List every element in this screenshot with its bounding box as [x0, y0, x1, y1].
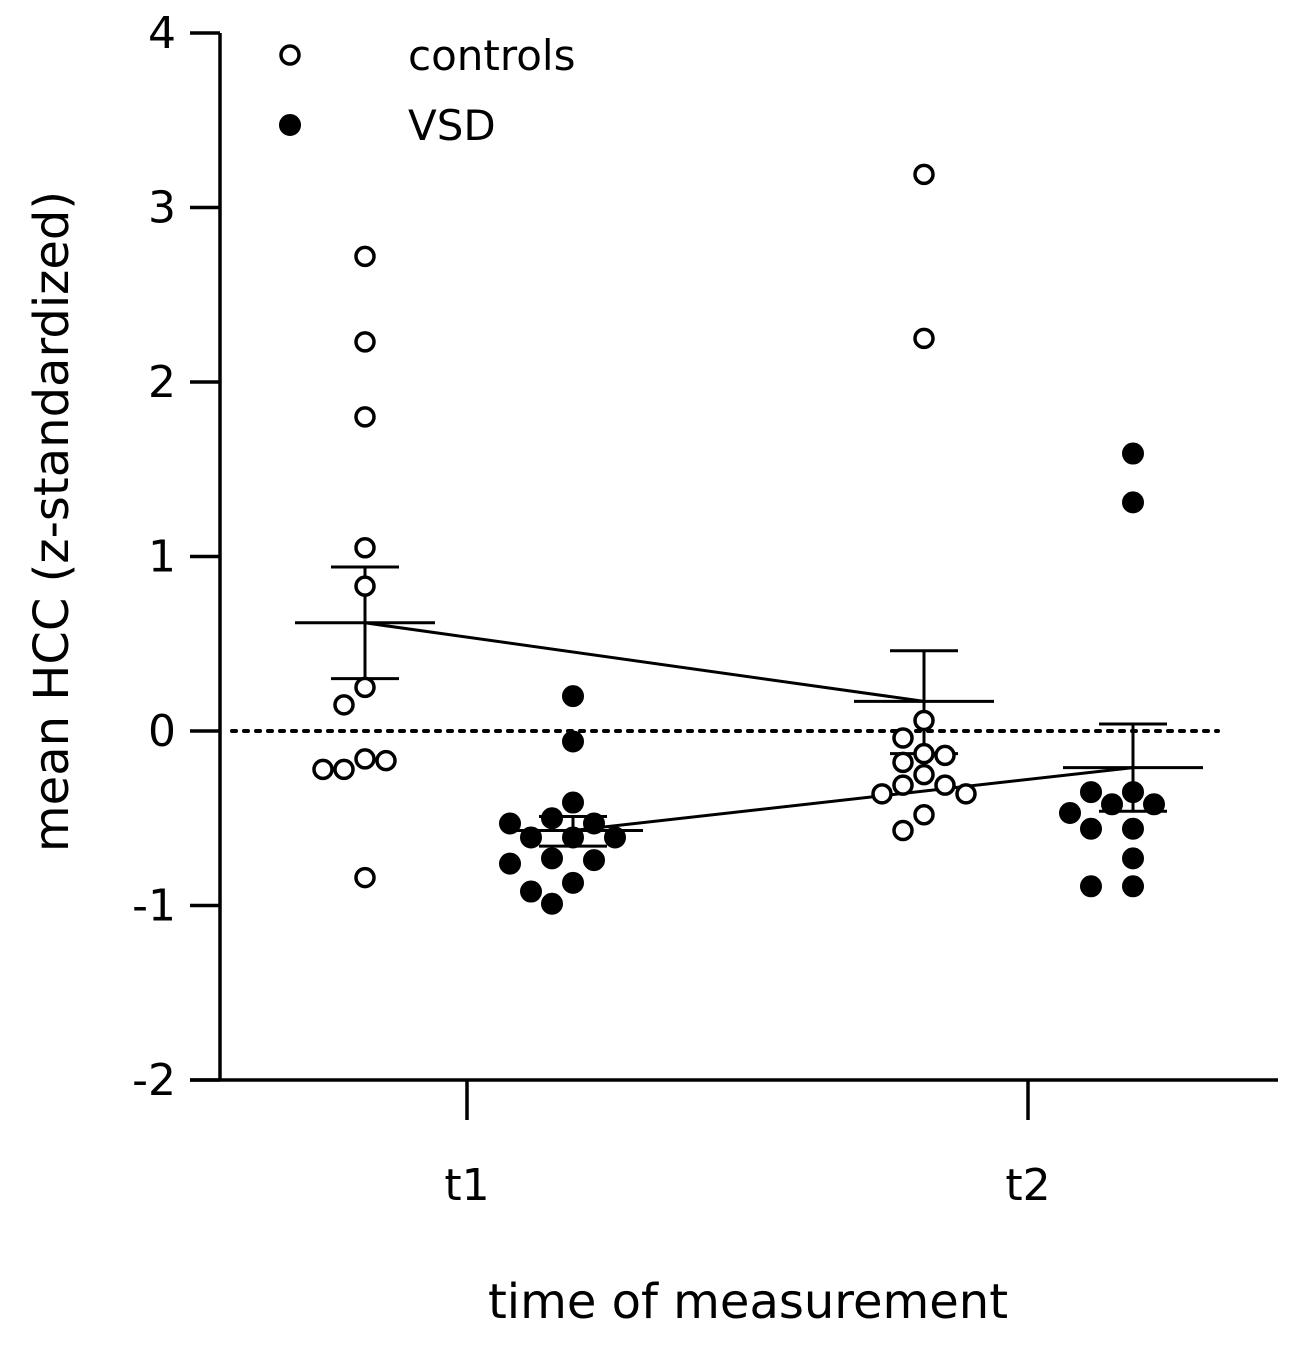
- controls-t2-point: [913, 742, 935, 765]
- controls-t2-point: [913, 804, 935, 826]
- vsd-t2-point: [1080, 781, 1102, 804]
- controls-t2-point: [913, 327, 935, 350]
- controls-t2-point: [934, 744, 956, 767]
- vsd-t1-point: [562, 685, 584, 708]
- legend-label-vsd: VSD: [408, 101, 496, 150]
- controls-t2-point: [892, 727, 914, 749]
- vsd-t2-point: [1059, 802, 1081, 825]
- vsd-t2-point: [1080, 875, 1102, 898]
- y-tick-label: 2: [148, 357, 176, 408]
- vsd-trend-line: [572, 766, 1134, 832]
- vsd-t1-point: [541, 807, 563, 830]
- legend: controls VSD: [279, 31, 575, 150]
- y-tick-label: -2: [132, 1055, 176, 1106]
- vsd-t2-point: [1122, 781, 1144, 804]
- vsd-t2-point: [1080, 817, 1102, 840]
- vsd-t1-point: [520, 880, 542, 903]
- controls-t1-point: [354, 245, 376, 268]
- vsd-t2-point: [1122, 875, 1144, 898]
- controls-t1-point: [354, 676, 376, 699]
- y-tick-label: 3: [148, 183, 176, 234]
- y-axis-title: mean HCC (z-standardized): [24, 191, 80, 852]
- controls-t1-point: [354, 748, 376, 770]
- controls-t2-point: [871, 783, 893, 805]
- y-tick-label: -1: [132, 881, 176, 932]
- vsd-t1-point: [604, 826, 626, 849]
- controls-t1-point: [375, 749, 397, 772]
- axes: -2 -1 0 1 2 3 4 t1 t2: [132, 8, 1278, 1211]
- y-tick-label: 1: [148, 532, 176, 583]
- vsd-t1-point: [520, 826, 542, 849]
- vsd-t2-point: [1122, 491, 1144, 514]
- controls-t1-point: [354, 537, 376, 559]
- legend-label-controls: controls: [408, 31, 575, 80]
- y-tick-label: 0: [148, 706, 176, 757]
- vsd-t1-point: [499, 812, 521, 835]
- controls-t1-point: [354, 406, 376, 428]
- x-tick-label: t2: [1005, 1160, 1050, 1211]
- vsd-t2-point: [1122, 442, 1144, 465]
- legend-marker-vsd: [279, 114, 301, 136]
- vsd-t2-point: [1122, 847, 1144, 870]
- controls-t2-point: [955, 783, 977, 805]
- controls-t2-point: [913, 763, 935, 786]
- vsd-t1-point: [499, 852, 521, 875]
- vsd-t1-point: [583, 849, 605, 872]
- vsd-t2-point: [1101, 793, 1123, 816]
- vsd-t1-point: [562, 730, 584, 753]
- data-points: [312, 163, 1165, 915]
- vsd-t2-point: [1143, 793, 1165, 816]
- legend-marker-controls: [279, 44, 301, 66]
- controls-t1-point: [354, 575, 376, 597]
- x-tick-label: t1: [444, 1160, 489, 1211]
- controls-t1-point: [354, 331, 376, 353]
- controls-t2-point: [892, 774, 914, 796]
- controls-t1-point: [354, 866, 376, 889]
- x-axis-title: time of measurement: [488, 1274, 1008, 1330]
- y-tick-label: 4: [148, 8, 176, 59]
- vsd-t1-point: [583, 812, 605, 835]
- controls-t1-point: [333, 758, 355, 781]
- vsd-t2-point: [1122, 817, 1144, 840]
- vsd-t1-point: [541, 847, 563, 870]
- controls-t1-point: [333, 694, 355, 716]
- vsd-t1-point: [541, 892, 563, 915]
- axis-titles: mean HCC (z-standardized) time of measur…: [24, 191, 1008, 1330]
- controls-t1-point: [312, 758, 334, 781]
- controls-t2-point: [913, 709, 935, 732]
- controls-t2-point: [892, 819, 914, 842]
- controls-t2-point: [892, 751, 914, 774]
- controls-t2-point: [934, 774, 956, 796]
- vsd-t1-point: [562, 826, 584, 849]
- vsd-t1-point: [562, 871, 584, 894]
- vsd-t1-point: [562, 791, 584, 814]
- controls-t2-point: [913, 163, 935, 186]
- controls-trend-line: [364, 621, 925, 703]
